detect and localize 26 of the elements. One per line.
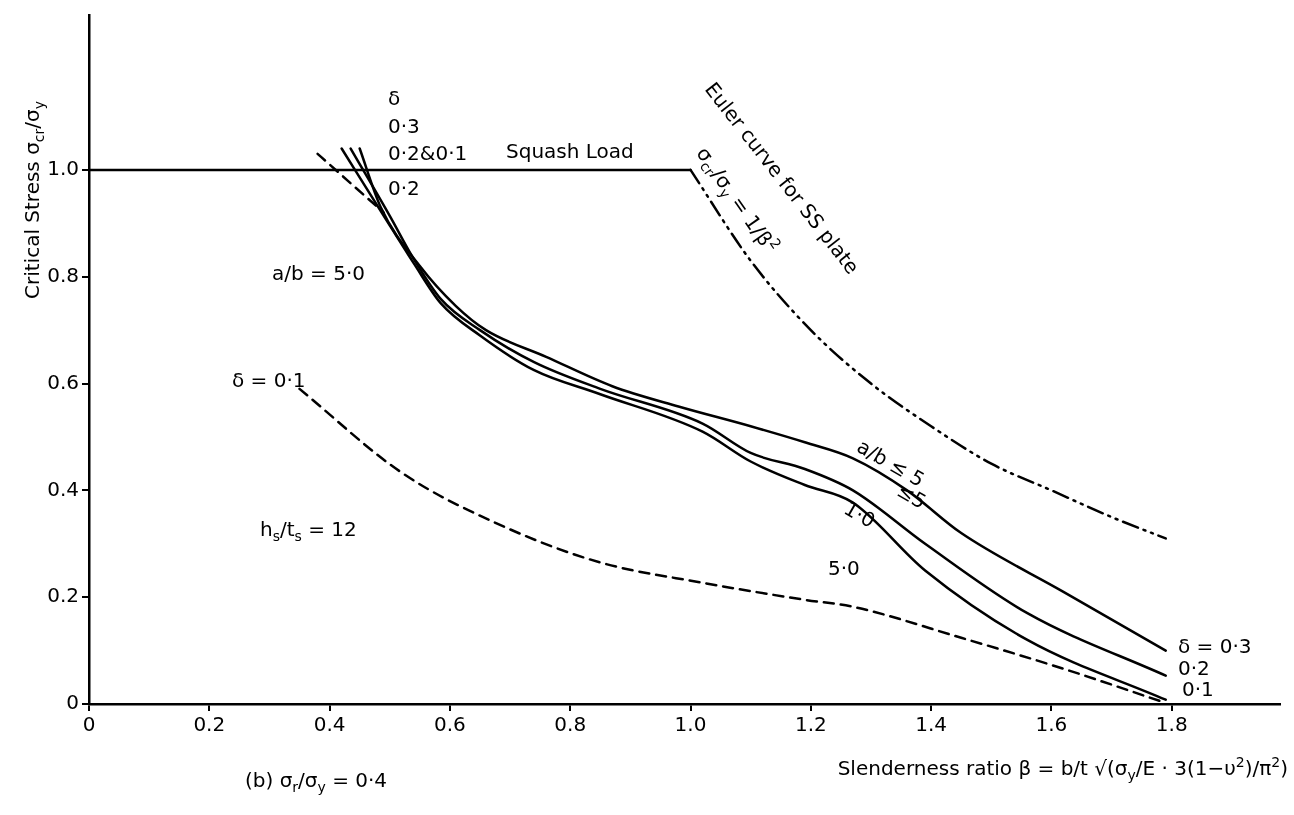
annotation: 5·0 [828, 556, 860, 581]
x-tick-label: 1.4 [915, 712, 948, 737]
y-tick-label: 0.2 [47, 583, 79, 608]
annotation: a/b = 5·0 [272, 261, 365, 286]
y-tick-label: 0.8 [47, 262, 79, 287]
x-tick-label: 0.4 [313, 712, 346, 737]
annotation: 0·2 [388, 176, 420, 201]
annotation: δ = 0·3 [1178, 634, 1252, 659]
x-tick-label: 1.8 [1155, 712, 1188, 737]
x-tick-label: 0.2 [193, 712, 226, 737]
x-tick-label: 0.8 [554, 712, 587, 737]
annotation: Squash Load [506, 139, 634, 164]
annotation: δ [388, 86, 401, 111]
x-tick-label: 1.6 [1035, 712, 1068, 737]
y-tick-label: 0.6 [47, 369, 79, 394]
annotation: δ = 0·1 [232, 368, 306, 393]
x-tick-label: 0 [82, 712, 96, 737]
x-tick-label: 1.2 [794, 712, 827, 737]
x-tick-label: 1.0 [674, 712, 707, 737]
y-tick-label: 1.0 [47, 156, 79, 181]
annotation: 0·2&0·1 [388, 141, 468, 166]
x-tick-label: 0.6 [434, 712, 466, 737]
y-axis-title: Critical Stress σcr/σy [20, 101, 47, 299]
y-tick-label: 0.4 [47, 476, 79, 501]
y-tick-label: 0 [66, 690, 79, 715]
annotation: 0·3 [388, 114, 420, 139]
